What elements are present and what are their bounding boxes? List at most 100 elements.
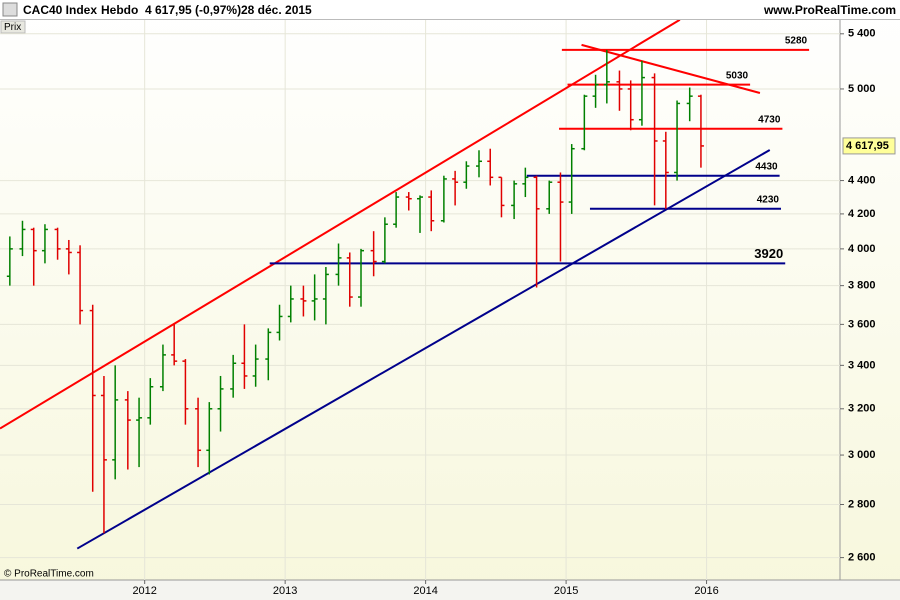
ohlc-bar [241, 324, 248, 389]
ohlc-bar [616, 70, 623, 111]
ohlc-bar [463, 161, 470, 189]
ohlc-bar [77, 245, 84, 325]
ohlc-bar [651, 73, 658, 206]
trend-line [0, 20, 681, 430]
y-tick-label: 4 000 [848, 243, 876, 255]
ohlc-bar [252, 344, 259, 387]
ohlc-bar [627, 80, 634, 131]
ohlc-bar [393, 192, 400, 228]
ohlc-bar [195, 397, 202, 468]
price-tag-label: 4 617,95 [846, 140, 889, 152]
ohlc-bar [511, 180, 518, 220]
ohlc-bar [300, 285, 307, 317]
period: Hebdo [101, 3, 138, 17]
ohlc-bar [287, 285, 294, 323]
date: 28 déc. 2015 [241, 3, 312, 17]
ohlc-bar [581, 94, 588, 151]
ohlc-bar [522, 167, 529, 198]
ohlc-bar [662, 131, 669, 209]
ohlc-bar [417, 195, 423, 233]
ohlc-bar [381, 217, 388, 264]
y-tick-label: 2 600 [848, 552, 876, 564]
axes: 2 600 2 800 3 000 3 200 3 400 3 600 3 800 4 000… [132, 28, 896, 597]
level-label: 5280 [785, 36, 808, 47]
ohlc-bar [171, 324, 178, 366]
x-tick-label: 2014 [413, 585, 437, 597]
ohlc-bar [19, 220, 26, 257]
level-label: 5030 [726, 70, 749, 81]
ohlc-bar [100, 375, 107, 534]
ohlc-bar [182, 359, 189, 425]
ohlc-bar [405, 192, 412, 211]
ohlc-bar [475, 150, 482, 178]
level-label: 4430 [755, 161, 778, 172]
x-tick-label: 2016 [694, 585, 718, 597]
y-tick-label: 3 000 [848, 449, 876, 461]
y-tick-label: 5 000 [848, 83, 876, 95]
ohlc-bar [230, 354, 237, 398]
ohlc-bar [30, 227, 37, 286]
x-tick-label: 2013 [273, 585, 297, 597]
ohlc-bar [206, 402, 213, 475]
ohlc-bar [124, 391, 131, 470]
x-tick-label: 2012 [132, 585, 156, 597]
menu-icon[interactable] [2, 2, 18, 17]
ohlc-bar [358, 248, 365, 307]
ohlc-bar [533, 175, 540, 288]
level-label: 4730 [758, 114, 781, 125]
ohlc-bar [674, 100, 681, 181]
y-tick-label: 5 400 [848, 28, 876, 40]
ohlc-bar [335, 243, 342, 286]
ohlc-bar [638, 60, 645, 126]
ohlc-bar [311, 274, 318, 321]
ohlc-bar [592, 74, 599, 108]
ohlc-bar [370, 231, 377, 277]
ohlc-bar [54, 227, 61, 260]
ohlc-bar [557, 172, 564, 262]
ohlc-bar [112, 365, 119, 480]
ohlc-bar [440, 175, 447, 223]
price-tag [842, 137, 896, 155]
ohlc-bar [159, 344, 166, 392]
ohlc-bar [568, 144, 575, 214]
y-tick-label: 3 800 [848, 280, 876, 292]
level-label: 3920 [754, 246, 783, 261]
y-tick-label: 3 400 [848, 359, 876, 371]
quote: 4 617,95 (-0,97%) [145, 3, 241, 17]
header-bar [0, 0, 900, 19]
panel-label: Prix [4, 22, 21, 33]
instrument: CAC40 Index [23, 3, 97, 17]
ohlc-bar [346, 252, 353, 307]
ohlc-bar [276, 304, 283, 341]
y-tick-label: 4 200 [848, 208, 876, 220]
ohlc-bar [217, 375, 224, 432]
ohlc-bar [147, 378, 154, 425]
ohlc-bar [487, 148, 494, 186]
ohlc-bar [322, 267, 329, 325]
copyright: © ProRealTime.com [4, 569, 94, 580]
ohlc-bar [265, 328, 272, 381]
ohlc-bar [428, 190, 435, 232]
y-tick-label: 3 200 [848, 403, 876, 415]
panel-tab [0, 20, 26, 34]
trend-line [76, 149, 771, 550]
x-axis-strip [0, 580, 900, 600]
y-tick-label: 2 800 [848, 498, 876, 510]
ohlc-bar [686, 87, 693, 122]
ohlc-bar [41, 224, 48, 264]
ohlc-bar [697, 94, 704, 168]
x-tick-label: 2015 [554, 585, 578, 597]
level-label: 4230 [757, 194, 780, 205]
y-tick-label: 3 600 [848, 318, 876, 330]
y-tick-label: 4 400 [848, 174, 876, 186]
ohlc-bar [89, 304, 96, 492]
ohlc-bar [136, 397, 143, 468]
ohlc-bar [65, 239, 72, 275]
ohlc-bar [603, 49, 610, 104]
ohlc-bar [546, 180, 553, 214]
ohlc-bar [452, 170, 459, 206]
site: www.ProRealTime.com [763, 3, 896, 17]
